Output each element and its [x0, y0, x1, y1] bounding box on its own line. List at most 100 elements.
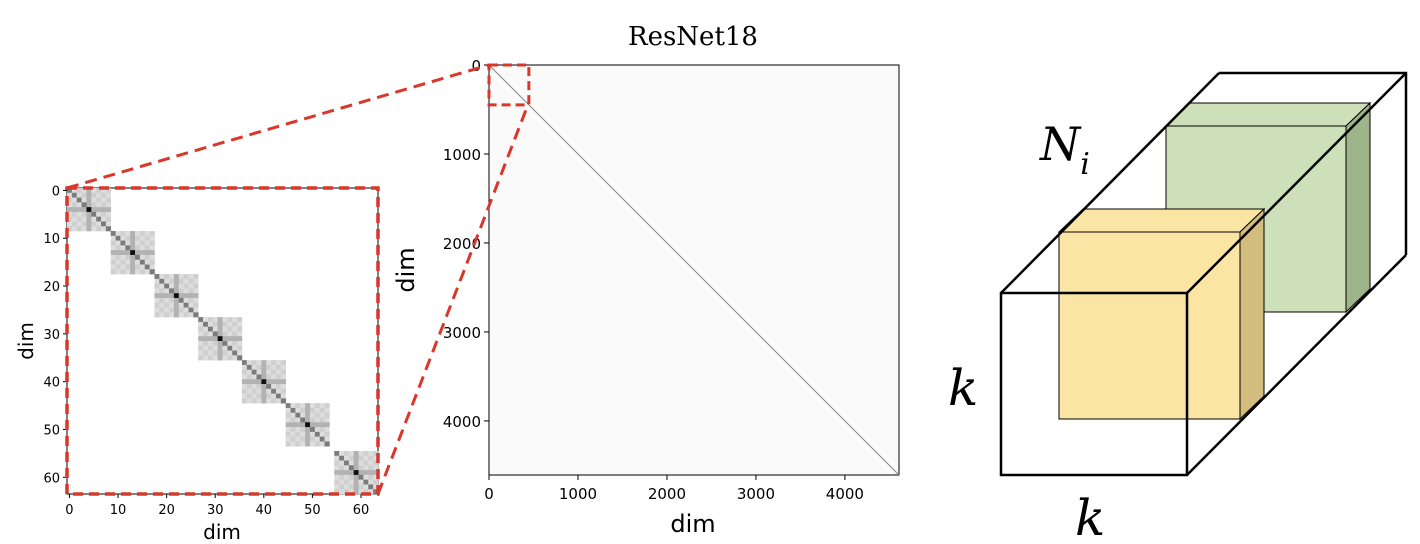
zoomed-heatmap-cell [149, 250, 155, 256]
zoomed-heatmap-cell [295, 417, 301, 423]
zoomed-heatmap-cell [178, 278, 184, 284]
zoomed-heatmap-cell [178, 293, 184, 299]
zoomed-heatmap-cell [271, 369, 277, 375]
zoomed-heatmap-cell [207, 355, 214, 361]
zoomed-heatmap-cell [271, 384, 277, 390]
zoomed-heatmap-cell [130, 240, 136, 246]
zoomed-heatmap-cell [295, 412, 301, 418]
zoomed-heatmap-cell [261, 364, 267, 370]
zoomed-heatmap-cell [261, 398, 267, 404]
zoomed-heatmap-cell [207, 321, 214, 327]
zoomed-heatmap-cell [222, 326, 228, 332]
zoomed-heatmap-cell [251, 384, 257, 390]
zoomed-heatmap-cell [115, 245, 121, 251]
zoomed-heatmap-cell [261, 360, 267, 366]
zoomed-heatmap-cell [188, 297, 194, 304]
zoomed-heatmap-cell [76, 188, 82, 194]
zoomed-heatmap-cells [67, 188, 379, 495]
zoomed-heatmap-cell [275, 374, 282, 380]
zoomed-heatmap-cell [86, 226, 92, 232]
zoomed-heatmap-cell [159, 297, 165, 304]
resnet18-y-ticks: 0 1000 2000 3000 4000 [443, 57, 489, 431]
zoomed-heatmap-cell [86, 192, 92, 198]
zoomed-heatmap-cell [173, 297, 180, 304]
zoomed-heatmap-cell [169, 288, 175, 294]
zoomed-heatmap-cell [125, 250, 131, 256]
zoomed-heatmap-cell [305, 412, 311, 418]
zoomed-heatmap-cell [135, 250, 141, 256]
zoomed-heatmap-cell [232, 321, 238, 327]
zoomed-heatmap-cell [96, 226, 102, 232]
zoomed-heatmap-cell [232, 331, 238, 337]
zoomed-heatmap-cell [256, 374, 262, 380]
zoomed-heatmap-cell [348, 474, 355, 480]
zoomed-heatmap-cell [305, 403, 311, 409]
zoomed-heatmap-cell [120, 245, 126, 251]
zoomed-heatmap-cell [246, 364, 252, 370]
zoomed-heatmap-cell [348, 489, 355, 495]
zoomed-heatmap-cell [159, 278, 165, 284]
zoomed-heatmap-cell [363, 465, 369, 471]
zoomed-heatmap-cell [358, 489, 364, 495]
zoomed-heatmap-cell [280, 369, 286, 375]
zoomed-heatmap-cell [164, 312, 170, 318]
zoomed-heatmap-cell [261, 384, 267, 390]
zoomed-heatmap-cell [358, 474, 364, 480]
zoomed-heatmap-cell [232, 317, 238, 323]
zoomed-heatmap-cell [339, 479, 345, 485]
zoomed-heatmap-cell [149, 269, 155, 275]
zoomed-heatmap-cell [246, 369, 252, 375]
zoomed-heatmap-dashed-outline [65, 186, 380, 496]
zoomed-heatmap-cell [275, 384, 282, 390]
zoomed-heatmap-cell [81, 216, 87, 222]
zoomed-heatmap-cell [164, 274, 170, 280]
zoomed-heatmap-cell [295, 422, 301, 428]
zoomed-heatmap-cell [135, 245, 141, 251]
zoomed-heatmap-cell [212, 341, 218, 347]
zoomed-heatmap-cell [241, 388, 248, 394]
zoomed-heatmap-cell [173, 283, 180, 289]
zoomed-heatmap-cell [91, 221, 97, 227]
zoomed-heatmap-cell [266, 379, 272, 385]
zoomed-heatmap-y-tick-label: 60 [43, 471, 60, 486]
zoomed-heatmap-cell [76, 211, 82, 217]
zoomed-heatmap-cell [314, 403, 320, 409]
zoomed-heatmap-cell [241, 384, 248, 390]
resnet18-y-tick-label: 3000 [443, 324, 481, 342]
zoomed-heatmap-cell [237, 336, 243, 342]
zoomed-heatmap-cell [164, 297, 170, 304]
zoomed-heatmap-cell [261, 388, 267, 394]
zoomed-heatmap-cell [154, 293, 160, 299]
zoomed-heatmap-cell [193, 312, 199, 318]
zoomed-heatmap-cell [71, 188, 78, 194]
zoomed-heatmap-cell [169, 293, 175, 299]
zoomed-heatmap-cell [144, 269, 150, 275]
resnet18-x-tick-label: 3000 [737, 485, 775, 503]
zoomed-heatmap-cell [217, 355, 223, 361]
zoomed-heatmap-cell [188, 274, 194, 280]
zoomed-heatmap-cell [91, 211, 97, 217]
zoomed-heatmap-cell [159, 283, 165, 289]
zoomed-heatmap-cell [237, 341, 243, 347]
zoomed-heatmap-y-ticks: 0 10 20 30 40 50 60 [43, 184, 67, 486]
zoomed-heatmap-cell [139, 231, 146, 237]
zoomed-heatmap-cell [110, 235, 116, 241]
zoomed-heatmap-cell [203, 331, 209, 337]
zoomed-heatmap-cell [188, 283, 194, 289]
zoomed-heatmap-cell [251, 369, 257, 375]
zoomed-heatmap-cell [319, 407, 325, 414]
zoomed-heatmap-cell [203, 317, 209, 323]
zoomed-heatmap-cell [173, 293, 180, 299]
zoomed-heatmap-cell [135, 259, 141, 265]
zoomed-heatmap-cell [203, 336, 209, 342]
zoomed-heatmap-cell [183, 278, 189, 284]
zoomed-heatmap-cell [101, 221, 107, 227]
zoomed-heatmap-cell [343, 455, 350, 461]
zoomed-heatmap-cell [251, 374, 257, 380]
zoomed-heatmap-cell [285, 417, 291, 423]
zoomed-heatmap-cell [67, 226, 73, 232]
zoomed-heatmap-cell [154, 312, 160, 318]
zoomed-heatmap-cell [358, 465, 364, 471]
resnet18-x-ticks: 0 1000 2000 3000 4000 [484, 475, 864, 503]
zoomed-heatmap-cell [290, 441, 296, 447]
